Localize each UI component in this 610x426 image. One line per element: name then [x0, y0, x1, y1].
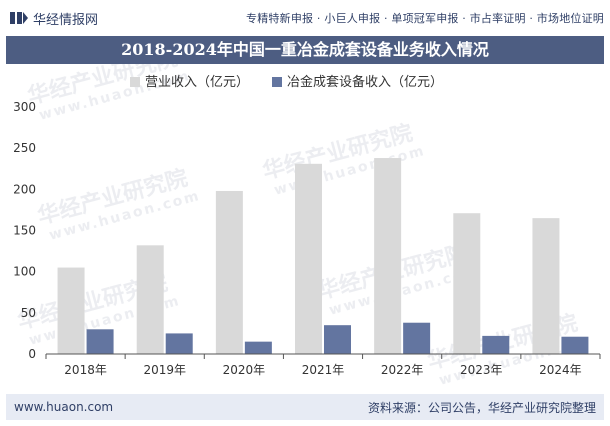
y-tick-label: 150 [13, 224, 36, 238]
footer-website[interactable]: www.huaon.com [14, 400, 114, 414]
x-axis: 2018年 2019年 2020年 2021年 2022年 2023年 2024年 [45, 353, 601, 377]
y-tick-label: 250 [13, 141, 36, 155]
bar-metallurgy-2022年 [403, 322, 431, 354]
bar-metallurgy-2024年 [561, 336, 589, 354]
y-tick-label: 0 [28, 347, 36, 361]
x-tick-label: 2022年 [381, 363, 424, 377]
bar-revenue-2020年 [215, 190, 243, 354]
legend-swatch-1 [130, 77, 140, 87]
brand-name: 华经情报网 [33, 12, 99, 28]
y-tick-label: 300 [13, 100, 36, 114]
footer-bar: www.huaon.com 资料来源：公司公告，华经产业研究院整理 [6, 394, 604, 420]
bar-metallurgy-2019年 [165, 333, 193, 354]
brand[interactable]: 华经情报网 [10, 9, 98, 28]
x-tick-label: 2021年 [302, 363, 345, 377]
x-tick-label: 2020年 [223, 363, 266, 377]
bar-revenue-2024年 [532, 218, 560, 354]
bar-revenue-2021年 [295, 163, 322, 354]
y-tick-label: 50 [21, 306, 36, 320]
bar-revenue-2023年 [453, 213, 481, 354]
bar-metallurgy-2018年 [86, 329, 114, 354]
chart-title: 2018-2024年中国一重冶金成套设备业务收入情况 [6, 36, 604, 64]
top-header: 华经情报网 专精特新申报 · 小巨人申报 · 单项冠军申报 · 市占率证明 · … [0, 0, 610, 36]
footer-source: 资料来源：公司公告，华经产业研究院整理 [367, 400, 596, 415]
bar-revenue-2022年 [374, 158, 402, 354]
x-tick-label: 2018年 [64, 363, 107, 377]
x-tick-label: 2024年 [539, 363, 582, 377]
services-text: 专精特新申报 · 小巨人申报 · 单项冠军申报 · 市占率证明 · 市场地位证明 [246, 12, 604, 25]
logo-icon [10, 12, 28, 24]
legend-label-2: 冶金成套设备收入（亿元） [287, 74, 443, 90]
bar-metallurgy-2020年 [244, 341, 272, 354]
x-tick-label: 2023年 [460, 363, 503, 377]
legend-label-1: 营业收入（亿元） [145, 75, 249, 90]
y-tick-label: 100 [13, 265, 36, 279]
x-tick-label: 2019年 [143, 363, 186, 377]
y-axis: 0 50 100 150 200 250 300 [13, 100, 36, 361]
y-tick-label: 200 [13, 182, 36, 196]
bar-metallurgy-2023年 [482, 335, 510, 354]
bar-revenue-2018年 [57, 267, 85, 354]
chart-legend: 营业收入（亿元） 冶金成套设备收入（亿元） [130, 74, 443, 90]
bars [57, 158, 589, 354]
bar-revenue-2019年 [136, 245, 164, 354]
legend-swatch-2 [272, 77, 282, 87]
bar-metallurgy-2021年 [324, 325, 351, 354]
